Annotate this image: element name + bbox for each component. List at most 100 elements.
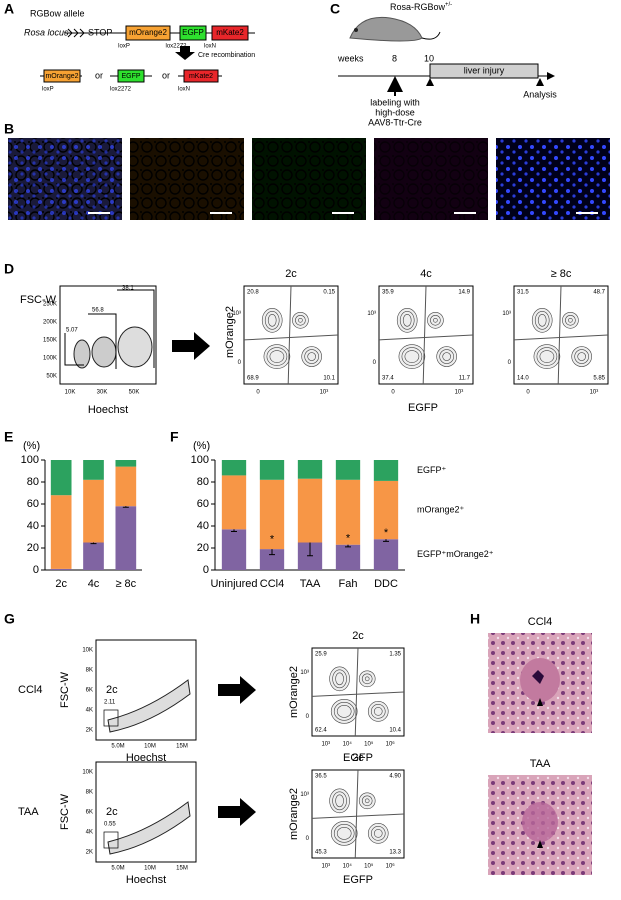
contour bbox=[335, 794, 344, 808]
contour bbox=[336, 827, 352, 840]
contour bbox=[358, 670, 376, 688]
x-tick-label: 5.0M bbox=[111, 744, 124, 750]
x-tick-label: 10⁶ bbox=[386, 741, 396, 748]
y-tick-label: 200K bbox=[43, 320, 57, 326]
panel-letter: G bbox=[4, 611, 15, 627]
x-tick-label: 0 bbox=[256, 390, 260, 396]
label: AAV8-Ttr-Cre bbox=[368, 117, 422, 127]
x-tick-label: 10³ bbox=[320, 390, 329, 396]
timeline-diagram: Rosa-RGBow+/- weeks 8 10 liver injury la… bbox=[337, 2, 557, 128]
contour bbox=[536, 347, 558, 366]
quadrant-value: 14.0 bbox=[517, 376, 529, 382]
quadrant-value: 14.9 bbox=[458, 290, 470, 296]
y-tick-label: 60 bbox=[197, 498, 209, 510]
quadrant-value: 20.8 bbox=[247, 290, 259, 296]
contour bbox=[430, 314, 441, 326]
x-tick-label: ≥ 8c bbox=[115, 578, 136, 590]
contour bbox=[263, 344, 291, 369]
gate-value: 2.11 bbox=[104, 700, 116, 706]
contour bbox=[568, 317, 573, 323]
label: or bbox=[162, 70, 170, 80]
y-tick-label: 10K bbox=[82, 770, 93, 776]
contour bbox=[361, 795, 373, 807]
y-tick-label: 10³ bbox=[300, 792, 309, 798]
y-tick-label: 0 bbox=[306, 836, 310, 842]
quadrant-value: 1.35 bbox=[389, 652, 401, 658]
label: mKate2 bbox=[216, 28, 244, 37]
contour bbox=[307, 352, 316, 361]
y-tick-label: 8K bbox=[86, 668, 93, 674]
histology: CCl4 TAA bbox=[488, 616, 592, 875]
annotation: * bbox=[384, 527, 389, 539]
contour bbox=[404, 350, 420, 363]
contour bbox=[336, 705, 352, 718]
quadrant-value: 62.4 bbox=[315, 728, 327, 734]
panel-letters: A B C D E F G H bbox=[4, 1, 480, 627]
flow-panel-g: CCl4 2c 2.11 2K 4K 6K 8K 10K 5.0M 10M 15M FSC-W Hoec… bbox=[18, 630, 405, 886]
bar-segment bbox=[115, 460, 137, 467]
panel-letter: C bbox=[330, 1, 340, 17]
legend-label: EGFP⁺ bbox=[417, 465, 447, 475]
contour bbox=[364, 676, 370, 682]
row-label: TAA bbox=[18, 806, 39, 818]
bar-segment bbox=[297, 460, 323, 479]
x-tick-label: 15M bbox=[176, 866, 188, 872]
bar-chart: (%) 0 20 40 60 80 100 EGFP⁺mOrange2⁺ mOrange2⁺ EG… bbox=[191, 440, 494, 590]
contour bbox=[401, 347, 423, 366]
label: loxN bbox=[204, 44, 216, 50]
quadrant-line bbox=[287, 285, 292, 385]
contour bbox=[373, 707, 383, 716]
x-tick-label: 30K bbox=[97, 390, 108, 396]
x-tick-label: 15M bbox=[176, 744, 188, 750]
label: mKate2 bbox=[189, 73, 213, 80]
y-tick-label: 0 bbox=[306, 714, 310, 720]
bar-segment bbox=[373, 480, 399, 540]
label: loxP bbox=[118, 44, 130, 50]
micrographs bbox=[8, 138, 610, 220]
contour bbox=[330, 821, 358, 846]
y-tick-label: 10K bbox=[82, 648, 93, 654]
contour bbox=[533, 344, 561, 369]
label: liver injury bbox=[464, 65, 505, 75]
y-tick-label: 0 bbox=[203, 564, 209, 576]
gate-label: 2c bbox=[106, 806, 118, 818]
panel-letter: H bbox=[470, 611, 480, 627]
y-tick-label: 20 bbox=[197, 542, 209, 554]
y-tick-label: 20 bbox=[27, 542, 39, 554]
contour bbox=[361, 673, 373, 685]
contour bbox=[373, 829, 383, 838]
arrow bbox=[218, 798, 256, 826]
x-tick-label: 0 bbox=[391, 390, 395, 396]
contour bbox=[264, 310, 280, 330]
y-tick-label: 250K bbox=[43, 302, 57, 308]
y-tick-label: 10³ bbox=[232, 311, 241, 317]
contour bbox=[330, 699, 358, 724]
quadrant-value: 35.9 bbox=[382, 290, 394, 296]
axis-label: mOrange2 bbox=[224, 306, 236, 358]
bar-segment bbox=[83, 460, 104, 480]
annotation: * bbox=[270, 534, 275, 546]
contour bbox=[399, 310, 415, 330]
label: EGFP bbox=[121, 73, 140, 80]
plot-title: 4c bbox=[420, 268, 432, 280]
quadrant-value: 25.9 bbox=[315, 652, 327, 658]
y-tick-label: 40 bbox=[27, 520, 39, 532]
y-tick-label: 50K bbox=[46, 374, 57, 380]
quadrant-value: 36.5 bbox=[315, 774, 327, 780]
quadrant-line bbox=[422, 285, 427, 385]
flow-panel-d: 5.07 56.8 38.1 FSC-W Hoechst mOrange2 EG… bbox=[20, 268, 609, 416]
axis-label: mOrange2 bbox=[288, 788, 300, 840]
label: or bbox=[95, 70, 103, 80]
contour bbox=[370, 704, 386, 719]
y-tick-label: 60 bbox=[27, 498, 39, 510]
quadrant-value: 0.15 bbox=[323, 290, 335, 296]
contour bbox=[333, 824, 355, 843]
y-tick-label: 2K bbox=[86, 728, 93, 734]
label: 8 bbox=[392, 53, 397, 63]
contour bbox=[304, 349, 319, 364]
quadrant-value: 5.85 bbox=[593, 376, 605, 382]
gate-label: 38.1 bbox=[122, 286, 134, 292]
x-tick-label: 10⁵ bbox=[364, 741, 374, 748]
plot-frame bbox=[95, 761, 197, 863]
image-label: TAA bbox=[530, 758, 551, 770]
